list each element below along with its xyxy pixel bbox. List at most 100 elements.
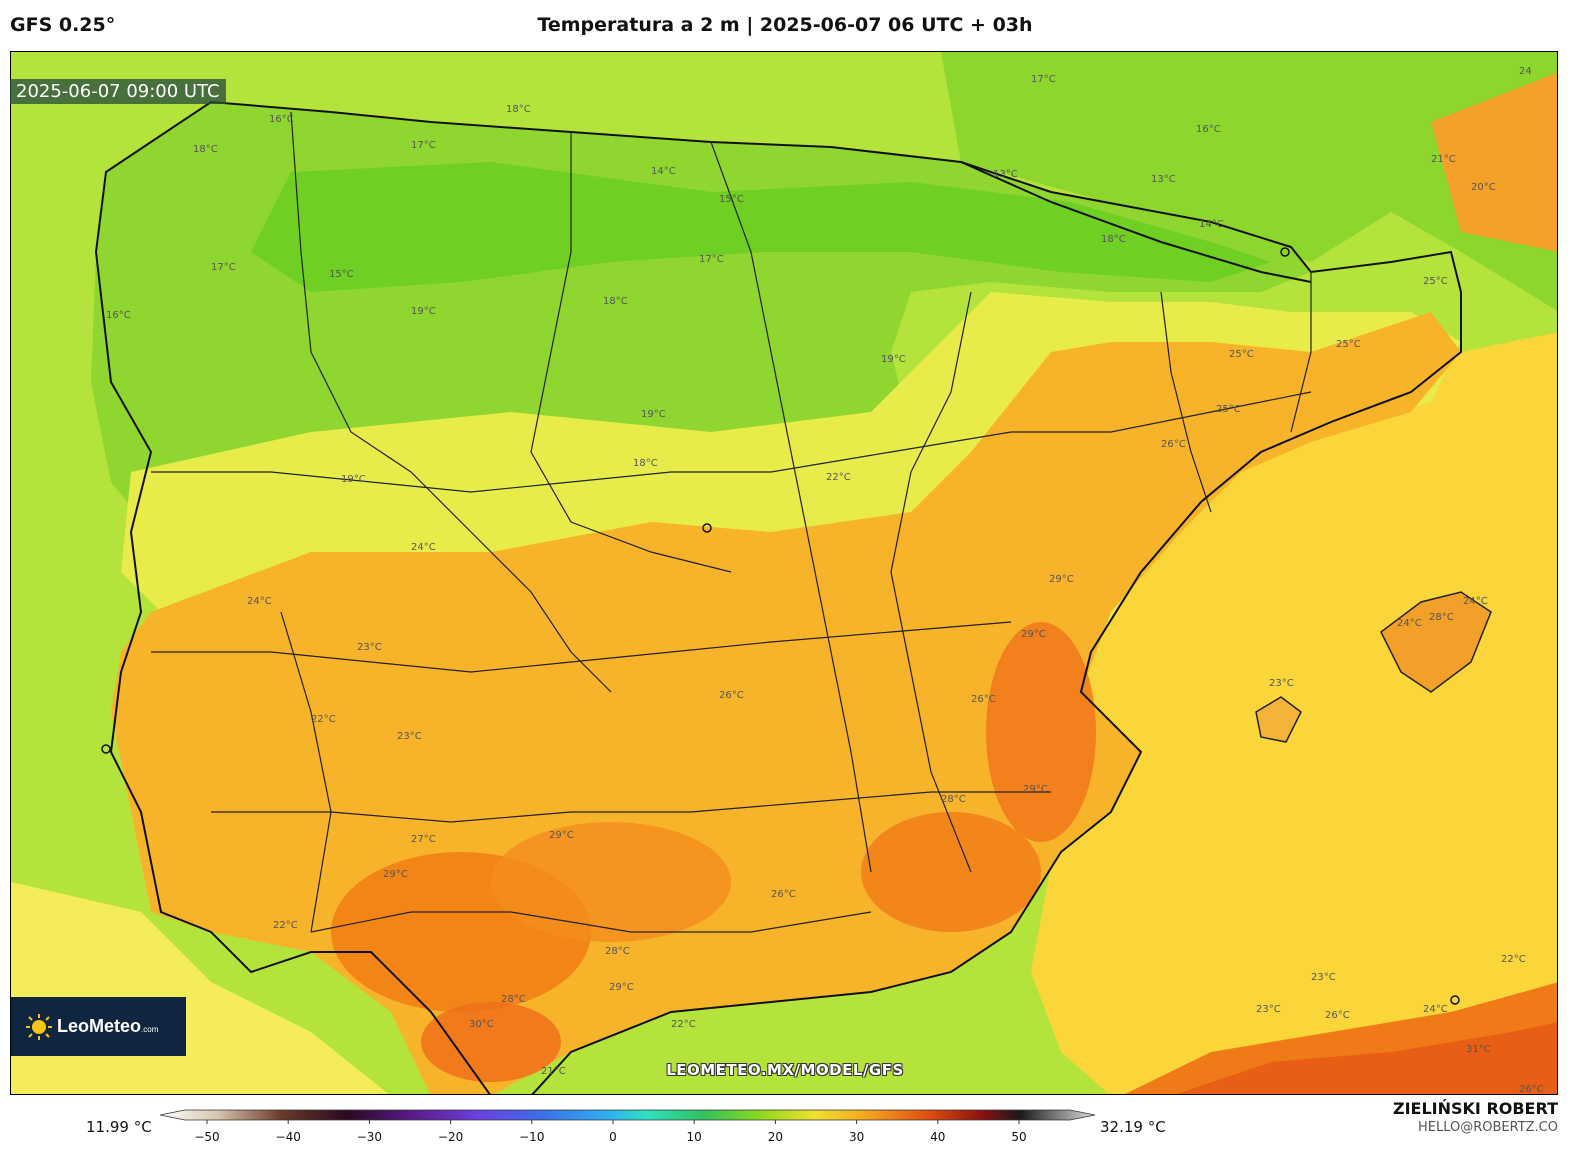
colorbar-gradient xyxy=(159,1109,1096,1121)
contour-label: 22°C xyxy=(311,714,336,725)
contour-label: 22°C xyxy=(671,1019,696,1030)
contour-label: 24°C xyxy=(1397,618,1422,629)
city-marker-algiers[interactable] xyxy=(1450,995,1460,1005)
logo-text: LeoMeteo.com xyxy=(57,1016,159,1036)
contour-label: 23°C xyxy=(397,731,422,742)
island-ibiza xyxy=(1255,696,1302,743)
contour-label: 31°C xyxy=(1466,1044,1491,1055)
city-marker-barcelona[interactable] xyxy=(1280,247,1290,257)
contour-label: 19°C xyxy=(411,306,436,317)
contour-label: 22°C xyxy=(826,472,851,483)
source-watermark: LEOMETEO.MX/MODEL/GFS xyxy=(666,1061,904,1079)
contour-label: 25°C xyxy=(1229,349,1254,360)
contour-label: 18°C xyxy=(1101,234,1126,245)
contour-label: 29°C xyxy=(549,830,574,841)
colorbar-tick-label: 30 xyxy=(849,1130,864,1144)
contour-label: 19°C xyxy=(881,354,906,365)
contour-label: 18°C xyxy=(603,296,628,307)
island-mallorca xyxy=(1380,591,1492,693)
model-label: GFS 0.25° xyxy=(10,14,116,36)
contour-label: 17°C xyxy=(699,254,724,265)
contour-label: 26°C xyxy=(1161,439,1186,450)
contour-label: 15°C xyxy=(329,269,354,280)
contour-label: 13°C xyxy=(993,169,1018,180)
contour-label: 19°C xyxy=(641,409,666,420)
contour-label: 23°C xyxy=(357,642,382,653)
colorbar-tick-label: 50 xyxy=(1011,1130,1026,1144)
contour-label: 25°C xyxy=(1336,339,1361,350)
city-marker-lisbon[interactable] xyxy=(101,744,111,754)
coastline xyxy=(94,100,1462,1094)
temperature-map[interactable]: 16°C 18°C 18°C 17°C 14°C 15°C 17°C 13°C … xyxy=(10,51,1558,1095)
colorbar-ticks: −50 −40 −30 −20 −10 0 10 20 30 40 50 xyxy=(194,1120,1027,1144)
contour-label: 21°C xyxy=(1431,154,1456,165)
hot-zone-jaen xyxy=(491,822,731,942)
contour-label: 28°C xyxy=(1429,612,1454,623)
hot-zone-murcia xyxy=(861,812,1041,932)
contour-label: 26°C xyxy=(719,690,744,701)
colorbar: −50 −40 −30 −20 −10 0 10 20 30 40 50 xyxy=(159,1108,1100,1152)
colorbar-max-label: 32.19 °C xyxy=(1100,1118,1166,1136)
colorbar-svg: −50 −40 −30 −20 −10 0 10 20 30 40 50 xyxy=(159,1109,1096,1144)
colorbar-tick-label: 10 xyxy=(687,1130,702,1144)
colorbar-tick-label: 40 xyxy=(930,1130,945,1144)
contour-label: 23°C xyxy=(1256,1004,1281,1015)
contour-label: 26°C xyxy=(971,694,996,705)
contour-label: 18°C xyxy=(193,144,218,155)
isotherm-labels: 16°C 18°C 18°C 17°C 14°C 15°C 17°C 13°C … xyxy=(106,66,1544,1094)
region-borders xyxy=(151,111,1312,933)
contour-label: 19°C xyxy=(341,474,366,485)
colorbar-tick-label: 0 xyxy=(609,1130,617,1144)
land-france xyxy=(941,52,1557,311)
hot-zone-cadiz xyxy=(421,1002,561,1082)
contour-label: 20°C xyxy=(1471,182,1496,193)
contour-label: 17°C xyxy=(211,262,236,273)
colorbar-tick-label: −30 xyxy=(357,1130,382,1144)
contour-label: 13°C xyxy=(1151,174,1176,185)
contour-label: 22°C xyxy=(273,920,298,931)
contour-label: 26°C xyxy=(1325,1010,1350,1021)
contour-label: 24°C xyxy=(247,596,272,607)
map-canvas: 16°C 18°C 18°C 17°C 14°C 15°C 17°C 13°C … xyxy=(11,52,1557,1094)
contour-label: 21°C xyxy=(541,1066,566,1077)
contour-label: 22°C xyxy=(1501,954,1526,965)
contour-label: 16°C xyxy=(106,310,131,321)
colorbar-tick-label: −10 xyxy=(519,1130,544,1144)
contour-label: 17°C xyxy=(411,140,436,151)
contour-label: 17°C xyxy=(1031,74,1056,85)
contour-label: 29°C xyxy=(1049,574,1074,585)
contour-label: 24°C xyxy=(1423,1004,1448,1015)
contour-label: 24°C xyxy=(411,542,436,553)
contour-label: 28°C xyxy=(501,994,526,1005)
hot-zone-valencia xyxy=(986,622,1096,842)
land-france-southeast xyxy=(1431,72,1557,252)
contour-label: 29°C xyxy=(1021,629,1046,640)
contour-label: 24 xyxy=(1519,66,1532,77)
contour-label: 23°C xyxy=(1311,972,1336,983)
contour-label: 29°C xyxy=(383,869,408,880)
contour-label: 30°C xyxy=(469,1019,494,1030)
colorbar-tick-label: −20 xyxy=(438,1130,463,1144)
map-title: Temperatura a 2 m | 2025-06-07 06 UTC + … xyxy=(537,14,1033,36)
colorbar-tick-label: −40 xyxy=(276,1130,301,1144)
colorbar-tick-label: −50 xyxy=(194,1130,219,1144)
pyrenees-border xyxy=(960,161,1312,283)
contour-label: 28°C xyxy=(605,946,630,957)
contour-label: 25°C xyxy=(1423,276,1448,287)
contour-label: 29°C xyxy=(609,982,634,993)
colorbar-tick-label: 20 xyxy=(768,1130,783,1144)
contour-label: 18°C xyxy=(506,104,531,115)
valid-time-badge: 2025-06-07 09:00 UTC xyxy=(10,79,226,104)
contour-label: 28°C xyxy=(941,794,966,805)
colorbar-min-label: 11.99 °C xyxy=(86,1118,152,1136)
city-marker-madrid[interactable] xyxy=(702,523,712,533)
land-cantabrian-cold xyxy=(251,162,1271,292)
leometeo-logo[interactable]: LeoMeteo.com xyxy=(11,997,186,1056)
author-name: ZIELIŃSKI ROBERT xyxy=(1392,1099,1558,1118)
contour-label: 15°C xyxy=(719,194,744,205)
contour-label: 16°C xyxy=(269,114,294,125)
contour-label: 27°C xyxy=(411,834,436,845)
contour-label: 25°C xyxy=(1216,404,1241,415)
author-email: HELLO@ROBERTZ.CO xyxy=(1417,1120,1558,1135)
contour-label: 23°C xyxy=(1269,678,1294,689)
